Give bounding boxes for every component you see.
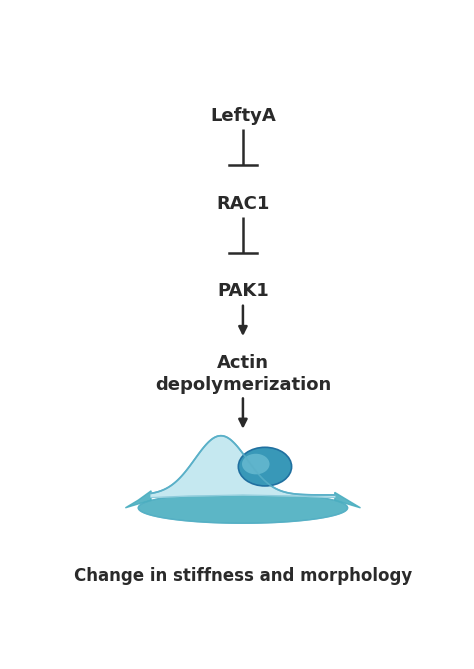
- Text: RAC1: RAC1: [216, 195, 270, 213]
- Polygon shape: [335, 492, 360, 508]
- Text: PAK1: PAK1: [217, 282, 269, 300]
- Polygon shape: [125, 491, 151, 508]
- Text: Change in stiffness and morphology: Change in stiffness and morphology: [74, 567, 412, 585]
- Ellipse shape: [242, 454, 270, 474]
- Polygon shape: [151, 436, 335, 498]
- Polygon shape: [138, 492, 347, 523]
- Text: Actin
depolymerization: Actin depolymerization: [155, 354, 331, 393]
- Ellipse shape: [238, 448, 292, 486]
- Text: LeftyA: LeftyA: [210, 107, 276, 125]
